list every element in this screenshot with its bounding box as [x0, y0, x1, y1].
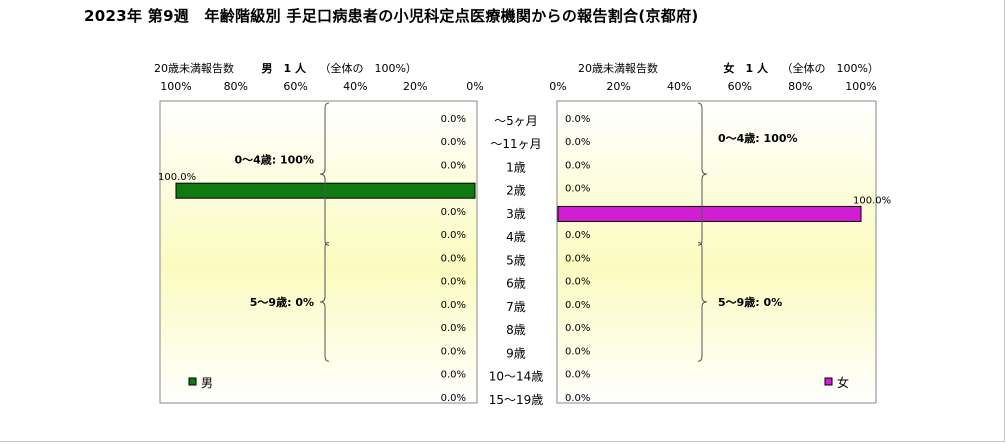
age-category-label: 15～19歳: [489, 393, 544, 407]
right-age-group-brace: [697, 241, 708, 362]
right-age-group-brace: [697, 102, 708, 246]
right-bar-value-label: 100.0%: [853, 195, 891, 206]
left-header-label: 20歳未満報告数: [154, 62, 234, 75]
left-value-label: 0.0%: [441, 137, 466, 148]
right-value-label: 0.0%: [565, 114, 590, 125]
age-category-label: ～11ヶ月: [490, 137, 541, 151]
right-legend-label: 女: [837, 375, 849, 390]
left-plot-area: [159, 100, 478, 404]
right-value-label: 0.0%: [565, 370, 590, 381]
left-age-group-label: 5～9歳: 0%: [250, 295, 314, 309]
left-x-tick-label: 100%: [160, 80, 191, 93]
right-value-label: 0.0%: [565, 323, 590, 334]
left-age-group-brace: [319, 102, 330, 246]
left-value-label: 0.0%: [441, 253, 466, 264]
left-x-tick-label: 60%: [283, 80, 307, 93]
right-x-tick-label: 0%: [549, 80, 566, 93]
right-plot-area: [556, 100, 877, 404]
left-legend-swatch: [188, 377, 197, 386]
right-value-label: 0.0%: [565, 160, 590, 171]
right-header-label: 20歳未満報告数: [578, 62, 658, 75]
age-category-label: ～5ヶ月: [494, 114, 538, 128]
left-bar-value-label: 100.0%: [158, 172, 196, 183]
left-value-label: 0.0%: [441, 346, 466, 357]
right-value-label: 0.0%: [565, 184, 590, 195]
left-value-label: 0.0%: [441, 160, 466, 171]
right-bar: [557, 205, 862, 222]
age-category-label: 2歳: [506, 184, 526, 198]
left-x-tick-label: 0%: [466, 80, 483, 93]
left-header-share: （全体の 100%）: [319, 62, 417, 75]
right-header-share: （全体の 100%）: [781, 62, 879, 75]
left-value-label: 0.0%: [441, 300, 466, 311]
left-header: 20歳未満報告数 男 1 人 （全体の 100%）: [154, 60, 417, 76]
left-value-label: 0.0%: [441, 114, 466, 125]
right-value-label: 0.0%: [565, 137, 590, 148]
left-value-label: 0.0%: [441, 370, 466, 381]
right-x-tick-label: 60%: [728, 80, 752, 93]
left-value-label: 0.0%: [441, 277, 466, 288]
age-category-label: 4歳: [506, 230, 526, 244]
chart-title: 2023年 第9週 年齢階級別 手足口病患者の小児科定点医療機関からの報告割合(…: [84, 7, 699, 25]
right-value-label: 0.0%: [565, 277, 590, 288]
left-header-count: 男 1 人: [261, 62, 306, 75]
left-age-group-brace: [319, 241, 330, 362]
left-x-tick-label: 40%: [343, 80, 367, 93]
left-x-tick-label: 80%: [224, 80, 248, 93]
right-age-group-label: 5～9歳: 0%: [718, 295, 782, 309]
right-value-label: 0.0%: [565, 253, 590, 264]
right-x-tick-label: 100%: [845, 80, 876, 93]
left-value-label: 0.0%: [441, 207, 466, 218]
right-x-tick-label: 80%: [788, 80, 812, 93]
right-x-tick-label: 20%: [606, 80, 630, 93]
age-category-label: 3歳: [506, 207, 526, 221]
right-age-group-label: 0～4歳: 100%: [718, 131, 798, 145]
left-value-label: 0.0%: [441, 393, 466, 404]
right-value-label: 0.0%: [565, 393, 590, 404]
left-age-group-label: 0～4歳: 100%: [234, 152, 314, 166]
right-header: 20歳未満報告数 女 1 人 （全体の 100%）: [578, 60, 879, 76]
left-value-label: 0.0%: [441, 323, 466, 334]
age-category-label: 7歳: [506, 300, 526, 314]
left-legend-label: 男: [201, 376, 213, 390]
right-value-label: 0.0%: [565, 346, 590, 357]
age-category-label: 1歳: [506, 160, 526, 174]
left-value-label: 0.0%: [441, 230, 466, 241]
age-category-label: 6歳: [506, 277, 526, 291]
right-x-tick-label: 40%: [667, 80, 691, 93]
age-category-label: 10～14歳: [489, 370, 544, 384]
age-category-label: 8歳: [506, 323, 526, 337]
right-header-count: 女 1 人: [723, 62, 768, 75]
right-value-label: 0.0%: [565, 300, 590, 311]
right-value-label: 0.0%: [565, 230, 590, 241]
age-category-label: 9歳: [506, 346, 526, 360]
left-x-tick-label: 20%: [403, 80, 427, 93]
age-category-label: 5歳: [506, 253, 526, 267]
right-legend-swatch: [824, 377, 833, 386]
